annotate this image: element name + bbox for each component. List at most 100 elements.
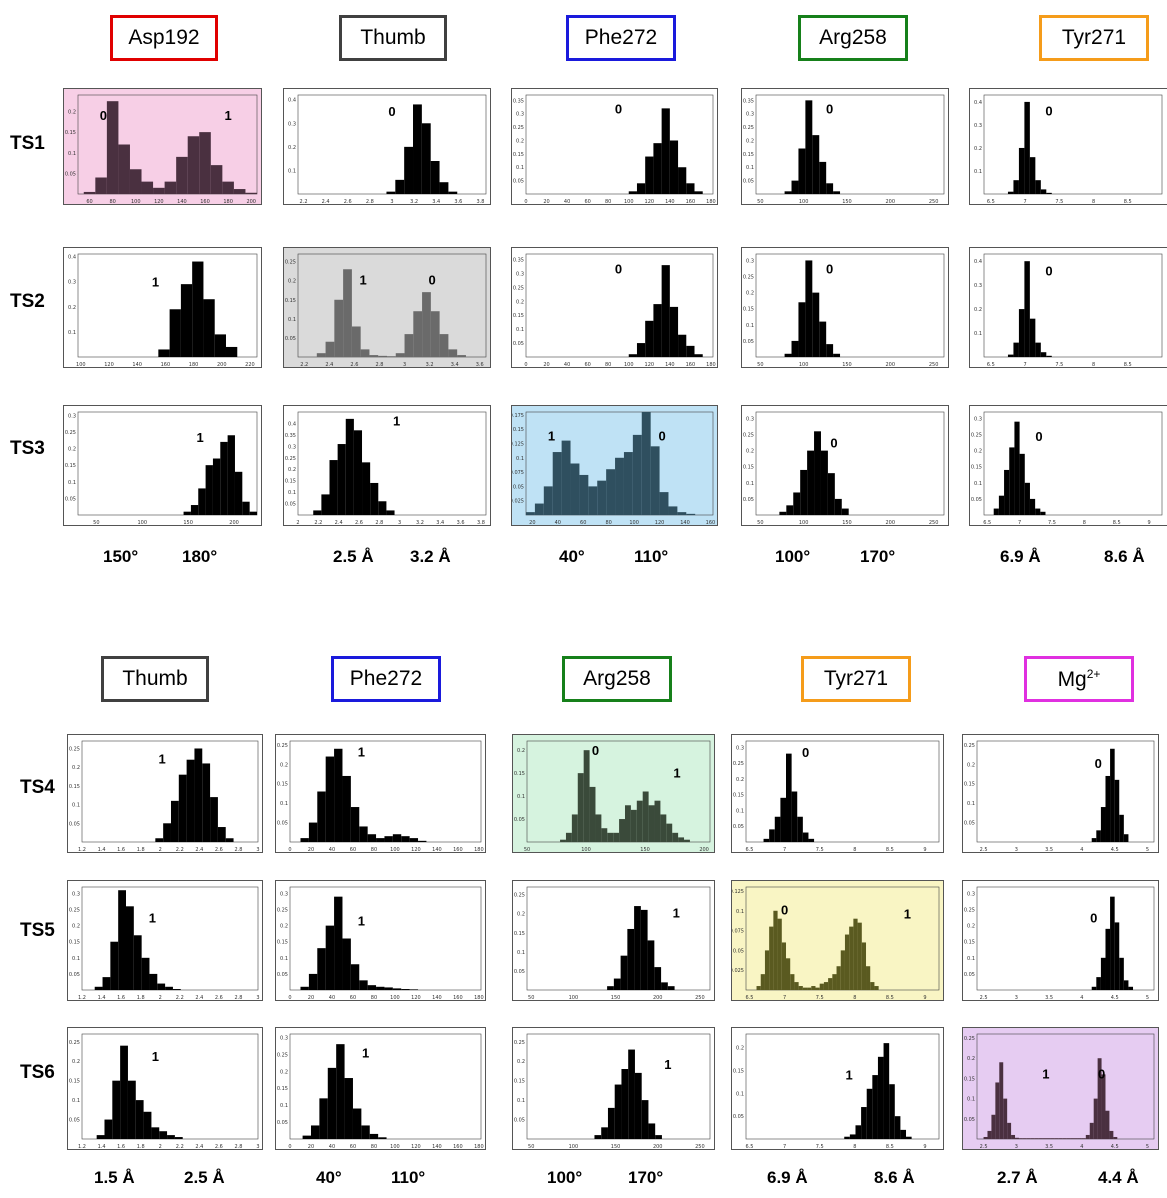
x-tick-label: 2.6 (215, 847, 223, 853)
histogram-bar (634, 1072, 642, 1139)
histogram-panel-ts3-asp192: 50 100 150 200 0.05 0.1 0.15 0.2 0.25 0.3 1 (63, 405, 262, 526)
y-tick-label: 0.05 (513, 484, 524, 490)
x-tick-label: 3.5 (1045, 995, 1053, 1001)
y-tick-label: 0.15 (69, 1079, 80, 1085)
plot-frame (976, 886, 1155, 991)
histogram-bar (832, 974, 837, 990)
x-tick-label: 7 (1018, 520, 1021, 526)
histogram-bar (791, 340, 799, 357)
histogram-bar (350, 964, 360, 990)
y-tick-label: 0.1 (517, 1098, 525, 1104)
x-tick-label: 40 (329, 1144, 335, 1150)
histogram-bar (774, 816, 781, 842)
y-tick-label: 0.05 (69, 1118, 80, 1124)
histogram-bar (634, 906, 641, 990)
histogram-bar (615, 457, 624, 515)
histogram-bar (163, 823, 171, 842)
x-tick-label: 80 (371, 995, 377, 1001)
histogram-bar (245, 192, 257, 194)
y-tick-label: 0.15 (277, 940, 288, 946)
y-tick-label: 0.1 (516, 327, 524, 333)
x-tick-label: 7 (783, 995, 786, 1001)
x-tick-label: 3 (390, 199, 393, 205)
y-tick-label: 0.3 (736, 745, 744, 751)
histogram-bar (794, 982, 799, 990)
x-tick-label: 60 (350, 847, 356, 853)
histogram-bar (413, 104, 422, 194)
state-label: 0 (826, 102, 833, 117)
x-tick-label: 100 (137, 520, 147, 526)
histogram-svg: 0 20 40 60 80 100 120 140 160 180 0.05 0.1 0.15 0.2 0.… (513, 94, 716, 205)
x-tick-label: 4 (1080, 847, 1083, 853)
x-tick-label: 6.5 (987, 362, 995, 368)
y-tick-label: 0.1 (72, 803, 80, 809)
y-tick-label: 0.2 (288, 279, 296, 285)
x-tick-label: 0 (288, 995, 291, 1001)
y-tick-label: 0.05 (277, 972, 288, 978)
histogram-svg: 0 20 40 60 80 100 120 140 160 180 0.05 0.1 0.15 0.2 0.… (513, 253, 716, 368)
histogram-bar (141, 957, 150, 990)
x-tick-label: 20 (308, 995, 314, 1001)
y-tick-label: 0.25 (743, 275, 754, 281)
histogram-bar (1004, 469, 1010, 515)
state-label: 0 (388, 104, 395, 119)
y-tick-label: 0.35 (285, 433, 296, 439)
x-tick-label: 160 (453, 847, 463, 853)
histogram-bar (362, 462, 371, 515)
x-tick-label: 4.5 (1111, 995, 1119, 1001)
x-tick-label: 6.5 (746, 1144, 754, 1150)
histogram-bar (800, 469, 808, 515)
histogram-bar (1100, 957, 1106, 990)
histogram-bar (1123, 980, 1129, 990)
x-tick-label: 180 (474, 1144, 484, 1150)
histogram-bar (96, 1135, 105, 1139)
histogram-bar (149, 973, 158, 990)
x-tick-label: 6.5 (746, 995, 754, 1001)
histogram-bar (1097, 1058, 1102, 1139)
x-tick-label: 3.4 (451, 362, 459, 368)
y-tick-label: 0.3 (288, 121, 296, 127)
x-tick-label: 7 (783, 847, 786, 853)
histogram-bar (369, 355, 379, 357)
histogram-bar (329, 460, 338, 515)
y-tick-label: 0.125 (512, 441, 524, 447)
histogram-svg: 20 40 60 80 100 120 140 160 0.025 0.05 0.075 0.1 0.1… (512, 411, 715, 526)
header-arg258: Arg258 (562, 656, 672, 702)
bottom-tick: 2.5 Å (184, 1168, 225, 1187)
x-tick-label: 200 (653, 1144, 663, 1150)
histogram-bar (630, 809, 637, 842)
y-tick-label: 0.2 (736, 1046, 744, 1052)
x-tick-label: 2.6 (355, 520, 363, 526)
histogram-bar (763, 838, 770, 842)
histogram-panel-ts5-tyr271: 6.5 7 7.5 8 8.5 9 0.025 0.05 0.075 0.1 0.125 0 1 (731, 880, 944, 1001)
x-tick-label: 100 (799, 362, 809, 368)
row-label-ts5: TS5 (20, 920, 55, 941)
y-tick-label: 0.1 (280, 801, 288, 807)
histogram-bar (392, 834, 402, 842)
histogram-bar (624, 805, 631, 842)
x-tick-label: 3.6 (476, 362, 484, 368)
x-tick-label: 9 (1147, 520, 1150, 526)
y-tick-label: 0.15 (69, 784, 80, 790)
plot-frame (983, 411, 1163, 516)
histogram-panel-ts4-mg: 2.5 3 3.5 4 4.5 5 0.05 0.1 0.15 0.2 0.25 0 (962, 734, 1159, 853)
x-tick-label: 140 (665, 362, 675, 368)
x-tick-label: 8.5 (1124, 362, 1132, 368)
histogram-bar (1110, 748, 1115, 842)
x-tick-label: 140 (665, 199, 675, 205)
x-tick-label: 2.2 (300, 199, 308, 205)
histogram-bar (1058, 1138, 1063, 1139)
histogram-bar (678, 837, 685, 842)
x-tick-label: 2.2 (314, 520, 322, 526)
x-tick-label: 140 (680, 520, 690, 526)
histogram-bar (345, 418, 354, 515)
histogram-bar (401, 836, 410, 842)
y-tick-label: 0.125 (732, 889, 744, 895)
x-tick-label: 2.2 (176, 995, 184, 1001)
histogram-bar (310, 1125, 320, 1139)
histogram-bar (1024, 482, 1030, 515)
histogram-bar (337, 444, 346, 515)
x-tick-label: 2.2 (300, 362, 308, 368)
plot-frame (525, 94, 714, 195)
plot-frame (983, 253, 1163, 358)
